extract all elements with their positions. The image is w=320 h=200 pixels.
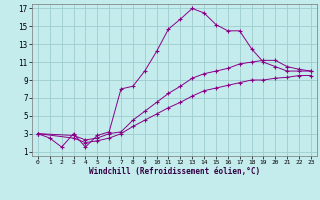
X-axis label: Windchill (Refroidissement éolien,°C): Windchill (Refroidissement éolien,°C) [89, 167, 260, 176]
